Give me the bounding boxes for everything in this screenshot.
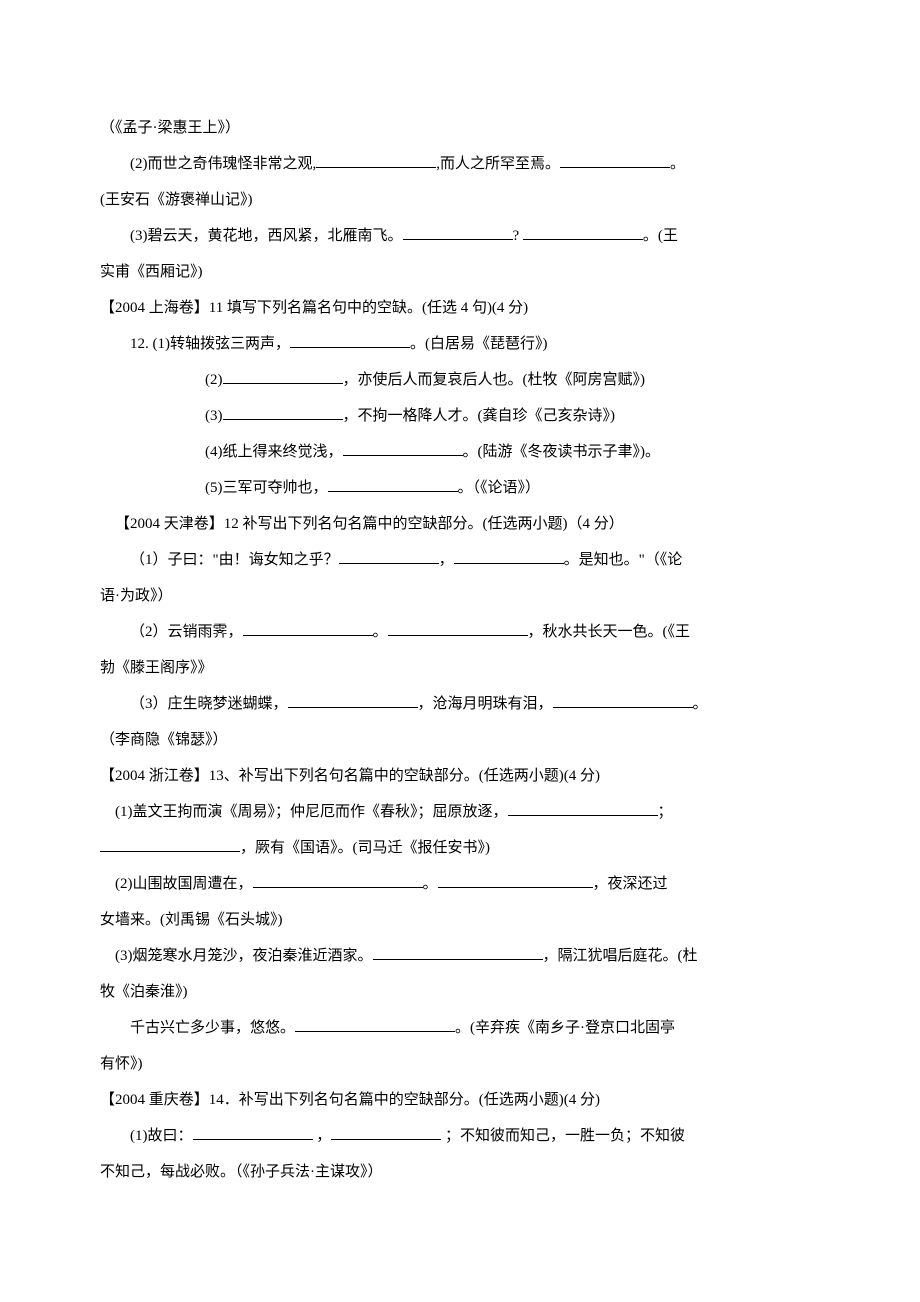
text: 千古兴亡多少事，悠悠。 — [130, 1020, 295, 1036]
text: (1)盖文王拘而演《周易》；仲尼厄而作《春秋》；屈原放逐， — [115, 804, 508, 820]
text: (2)而世之奇伟瑰怪非常之观, — [130, 156, 316, 172]
text: （1）子曰："由！诲女知之乎？ — [130, 552, 339, 568]
section-header: 【2004 天津卷】12 补写出下列名句名篇中的空缺部分。(任选两小题)（4 分… — [100, 506, 820, 542]
text-line: （2）云销雨霁， 。 ，秋水共长天一色。(《王 — [100, 614, 820, 650]
fill-blank[interactable] — [223, 368, 343, 384]
text: (3) — [205, 408, 223, 424]
text: ； — [658, 804, 673, 820]
text: 。 — [693, 696, 708, 712]
text: 。（《论语》） — [458, 480, 541, 496]
text: ， — [313, 1128, 332, 1144]
text-line: (1)故曰： ， ；不知彼而知己，一胜一负；不知彼 — [100, 1118, 820, 1154]
fill-blank[interactable] — [223, 404, 343, 420]
text-line: (1)盖文王拘而演《周易》；仲尼厄而作《春秋》；屈原放逐， ； — [100, 794, 820, 830]
text-line: 牧《泊秦淮》) — [100, 974, 820, 1010]
text-line: (3) ，不拘一格降人才。(龚自珍《己亥杂诗》) — [100, 398, 820, 434]
text: ，夜深还过 — [593, 876, 668, 892]
text-line: 千古兴亡多少事，悠悠。 。(辛弃疾《南乡子·登京口北固亭 — [100, 1010, 820, 1046]
text-line: 语·为政》） — [100, 578, 820, 614]
section-header: 【2004 上海卷】11 填写下列名篇名句中的空缺。(任选 4 句)(4 分) — [100, 290, 820, 326]
text: 。 — [373, 624, 388, 640]
text: 12. (1)转轴拨弦三两声， — [130, 336, 290, 352]
fill-blank[interactable] — [316, 152, 436, 168]
text-line: （李商隐《锦瑟》） — [100, 722, 820, 758]
text-line: (2)而世之奇伟瑰怪非常之观, ,而人之所罕至焉。 。 — [100, 146, 820, 182]
text: ，隔江犹唱后庭花。(杜 — [543, 948, 698, 964]
text-line: （《孟子·梁惠王上》） — [100, 110, 820, 146]
fill-blank[interactable] — [100, 836, 240, 852]
document-page: （《孟子·梁惠王上》） (2)而世之奇伟瑰怪非常之观,,而人之所罕至焉。。 (王… — [0, 0, 920, 1290]
text-line: 实甫《西厢记》) — [100, 254, 820, 290]
fill-blank[interactable] — [328, 476, 458, 492]
text: ? — [513, 228, 523, 244]
text: (2) — [205, 372, 223, 388]
text: ，不拘一格降人才。(龚自珍《己亥杂诗》) — [343, 408, 616, 424]
text-line: （1）子曰："由！诲女知之乎？ ， 。是知也。"（《论 — [100, 542, 820, 578]
text: (1)故曰： — [130, 1128, 193, 1144]
section-header: 【2004 浙江卷】13、补写出下列名句名篇中的空缺部分。(任选两小题)(4 分… — [100, 758, 820, 794]
text: ，厥有《国语》。(司马迁《报任安书》) — [240, 840, 490, 856]
text-line: (5)三军可夺帅也， 。（《论语》） — [100, 470, 820, 506]
text-line: (3)烟笼寒水月笼沙，夜泊秦淮近酒家。 ，隔江犹唱后庭花。(杜 — [100, 938, 820, 974]
fill-blank[interactable] — [454, 548, 564, 564]
text-line: ，厥有《国语》。(司马迁《报任安书》) — [100, 830, 820, 866]
text-line: 有怀》) — [100, 1046, 820, 1082]
text-line: （3）庄生晓梦迷蝴蝶， ，沧海月明珠有泪， 。 — [100, 686, 820, 722]
fill-blank[interactable] — [553, 692, 693, 708]
text: 。(辛弃疾《南乡子·登京口北固亭 — [455, 1020, 675, 1036]
text: （2）云销雨霁， — [130, 624, 243, 640]
fill-blank[interactable] — [253, 872, 423, 888]
fill-blank[interactable] — [373, 944, 543, 960]
text-line: (3)碧云天，黄花地，西风紧，北雁南飞。? 。(王 — [100, 218, 820, 254]
text-line: (2)山围故国周遭在， 。 ，夜深还过 — [100, 866, 820, 902]
text-line: 12. (1)转轴拨弦三两声， 。(白居易《琵琶行》) — [100, 326, 820, 362]
text: 。(白居易《琵琶行》) — [410, 336, 548, 352]
fill-blank[interactable] — [343, 440, 463, 456]
text: 。(王 — [643, 228, 678, 244]
text: ，亦使后人而复哀后人也。(杜牧《阿房宫赋》) — [343, 372, 646, 388]
fill-blank[interactable] — [403, 224, 513, 240]
fill-blank[interactable] — [560, 152, 670, 168]
text: ，秋水共长天一色。(《王 — [528, 624, 691, 640]
text: 。是知也。"（《论 — [564, 552, 683, 568]
fill-blank[interactable] — [438, 872, 593, 888]
text: (5)三军可夺帅也， — [205, 480, 328, 496]
text-line: (2) ，亦使后人而复哀后人也。(杜牧《阿房宫赋》) — [100, 362, 820, 398]
text: 。 — [423, 876, 438, 892]
fill-blank[interactable] — [388, 620, 528, 636]
text: (3)碧云天，黄花地，西风紧，北雁南飞。 — [130, 228, 403, 244]
section-header: 【2004 重庆卷】14．补写出下列名句名篇中的空缺部分。(任选两小题)(4 分… — [100, 1082, 820, 1118]
text-line: 不知己，每战必败。（《孙子兵法·主谋攻》） — [100, 1154, 820, 1190]
fill-blank[interactable] — [290, 332, 410, 348]
fill-blank[interactable] — [331, 1124, 441, 1140]
fill-blank[interactable] — [295, 1016, 455, 1032]
text-line: (王安石《游褒禅山记》) — [100, 182, 820, 218]
text: 。 — [670, 156, 685, 172]
fill-blank[interactable] — [243, 620, 373, 636]
text: (2)山围故国周遭在， — [115, 876, 253, 892]
text: ,而人之所罕至焉。 — [436, 156, 560, 172]
text: ；不知彼而知己，一胜一负；不知彼 — [441, 1128, 685, 1144]
fill-blank[interactable] — [288, 692, 418, 708]
fill-blank[interactable] — [193, 1124, 313, 1140]
text: 。(陆游《冬夜读书示子聿》)。 — [463, 444, 661, 460]
text: ，沧海月明珠有泪， — [418, 696, 553, 712]
text: （3）庄生晓梦迷蝴蝶， — [130, 696, 288, 712]
text-line: 勃《滕王阁序》》 — [100, 650, 820, 686]
fill-blank[interactable] — [339, 548, 439, 564]
text: ， — [439, 552, 454, 568]
text: (4)纸上得来终觉浅， — [205, 444, 343, 460]
fill-blank[interactable] — [523, 224, 643, 240]
text-line: 女墙来。(刘禹锡《石头城》) — [100, 902, 820, 938]
text: (3)烟笼寒水月笼沙，夜泊秦淮近酒家。 — [115, 948, 373, 964]
text-line: (4)纸上得来终觉浅， 。(陆游《冬夜读书示子聿》)。 — [100, 434, 820, 470]
fill-blank[interactable] — [508, 800, 658, 816]
